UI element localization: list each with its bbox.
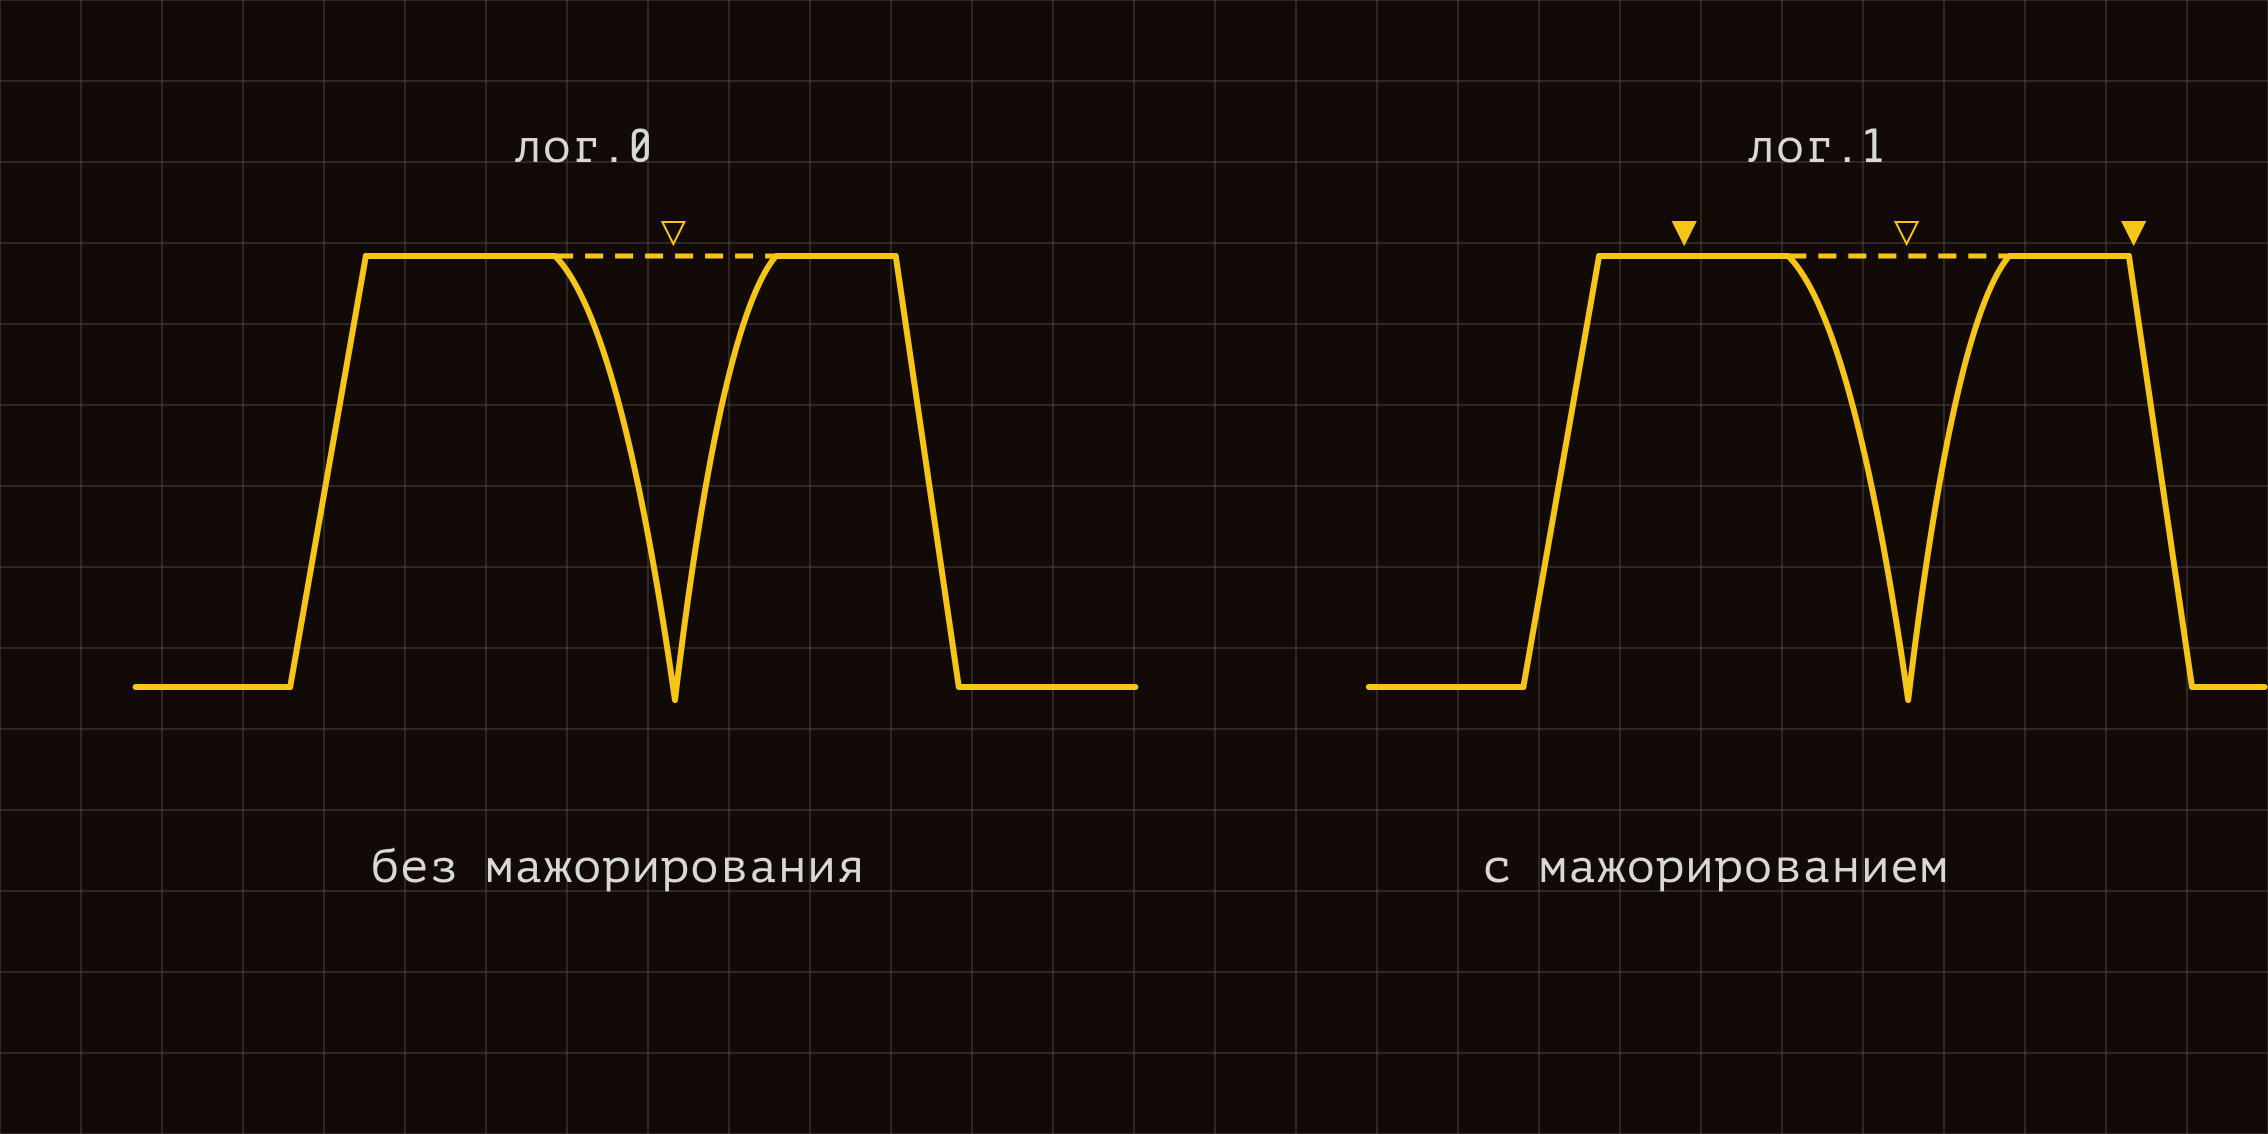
label-log1: лог.1 bbox=[1746, 120, 1887, 174]
label-log0: лог.0 bbox=[513, 120, 654, 174]
caption-no-majoring: без мажорирования bbox=[371, 840, 866, 894]
waveform-diagram bbox=[0, 0, 2268, 1134]
caption-with-majoring: с мажорированием bbox=[1483, 840, 1949, 894]
